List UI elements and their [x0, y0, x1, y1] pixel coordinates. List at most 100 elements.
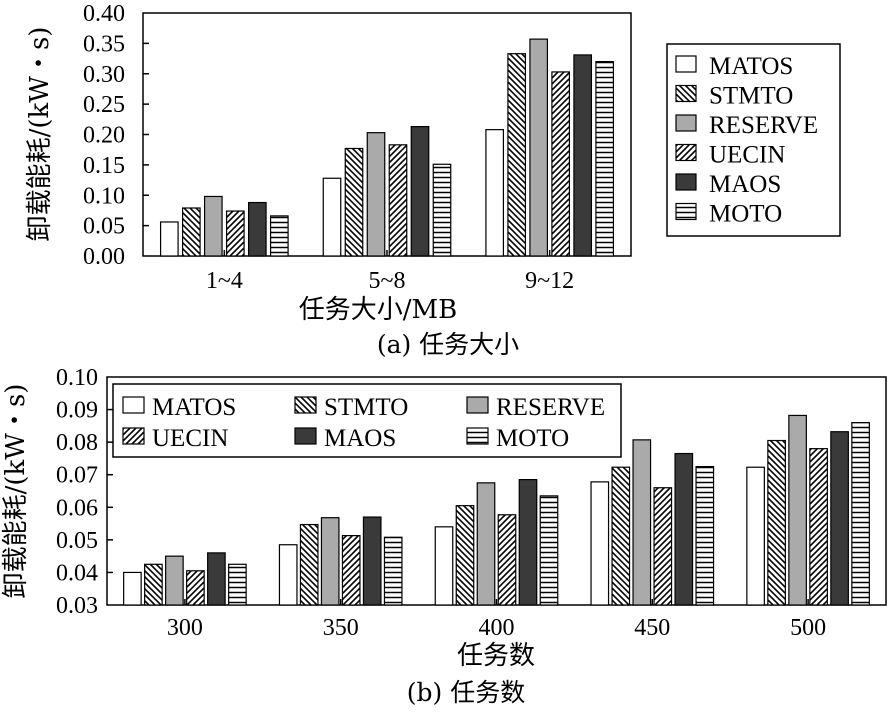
x-tick-label: 5~8 — [369, 268, 406, 294]
legend-swatch-stmto — [675, 84, 697, 103]
bar-stmto-5~8 — [344, 147, 364, 257]
legend-swatch-uecin — [122, 427, 145, 445]
legend-swatch-stmto — [294, 396, 317, 414]
x-tick-label: 1~4 — [206, 268, 243, 294]
bar-uecin-400 — [497, 514, 517, 606]
x-tick-label: 300 — [167, 615, 203, 641]
legend-label-matos: MATOS — [152, 394, 236, 421]
chart-b-x-ticks: 300 350 400 450 500 — [167, 599, 826, 641]
bar-reserve-300 — [165, 555, 184, 606]
chart-a-caption: (a) 任务大小 — [377, 330, 519, 359]
bar-maos-450 — [674, 452, 694, 606]
y-tick-label: 0.10 — [56, 365, 98, 391]
x-tick-label: 9~12 — [525, 268, 574, 294]
bar-reserve-500 — [788, 414, 807, 606]
y-tick-label: 0.35 — [83, 31, 125, 57]
y-tick-label: 0.03 — [56, 593, 98, 619]
legend-swatch-uecin — [675, 143, 697, 162]
y-tick-label: 0.20 — [83, 123, 125, 149]
bar-maos-350 — [362, 516, 382, 606]
bar-moto-5~8 — [432, 163, 452, 257]
legend-label-maos: MAOS — [709, 171, 781, 198]
y-tick-label: 0.00 — [83, 244, 125, 270]
legend-label-stmto: STMTO — [709, 83, 793, 110]
bar-moto-500 — [851, 422, 870, 606]
bar-moto-9~12 — [595, 60, 615, 257]
y-tick-label: 0.05 — [56, 528, 98, 554]
bar-moto-400 — [539, 495, 559, 606]
legend-label-reserve: RESERVE — [496, 394, 605, 421]
bar-stmto-9~12 — [507, 53, 527, 257]
y-tick-label: 0.09 — [56, 398, 98, 424]
legend-label-moto: MOTO — [709, 201, 782, 228]
bar-matos-9~12 — [485, 129, 505, 257]
legend-swatch-moto — [466, 427, 489, 445]
y-tick-label: 0.05 — [83, 214, 125, 240]
bar-stmto-400 — [455, 505, 475, 606]
legend-label-maos: MAOS — [324, 425, 396, 452]
bar-moto-350 — [383, 536, 403, 606]
bar-matos-400 — [434, 526, 454, 606]
chart-a: 0.00 0.05 0.10 0.15 0.20 0.25 0.30 0.35 0.40 1~4… — [25, 1, 841, 359]
bar-reserve-9~12 — [529, 38, 549, 257]
x-tick-label: 400 — [479, 615, 515, 641]
bar-uecin-5~8 — [388, 144, 408, 257]
bar-uecin-300 — [186, 570, 205, 606]
y-tick-label: 0.04 — [56, 560, 98, 586]
y-tick-label: 0.30 — [83, 62, 125, 88]
legend-label-moto: MOTO — [496, 425, 569, 452]
bar-maos-300 — [207, 552, 226, 606]
bar-reserve-400 — [476, 482, 496, 606]
bar-matos-500 — [746, 466, 765, 606]
legend-swatch-maos — [675, 173, 697, 191]
bar-stmto-300 — [144, 563, 163, 606]
legend-swatch-reserve — [675, 114, 697, 132]
bar-reserve-350 — [320, 517, 340, 606]
chart-b: 0.03 0.04 0.05 0.06 0.07 0.08 0.09 0.10 300 350 4… — [1, 365, 887, 707]
chart-a-x-ticks: 1~4 5~8 9~12 — [206, 250, 574, 294]
chart-a-x-axis-label: 任务大小/MB — [299, 295, 458, 325]
bar-matos-450 — [590, 481, 610, 606]
bar-matos-350 — [278, 544, 298, 606]
y-tick-label: 0.07 — [56, 463, 98, 489]
legend-swatch-maos — [294, 427, 317, 445]
chart-b-x-axis-label: 任务数 — [457, 641, 535, 671]
legend-swatch-matos — [675, 55, 697, 73]
bar-reserve-1~4 — [203, 195, 223, 257]
y-tick-label: 0.08 — [56, 430, 98, 456]
chart-a-bars — [159, 38, 615, 257]
legend-label-stmto: STMTO — [324, 394, 408, 421]
bar-uecin-450 — [653, 487, 673, 606]
bar-moto-1~4 — [269, 215, 289, 257]
legend-label-matos: MATOS — [709, 53, 793, 80]
bar-moto-300 — [228, 563, 247, 606]
bar-stmto-500 — [767, 439, 786, 606]
legend-label-uecin: UECIN — [152, 425, 228, 452]
bar-uecin-350 — [341, 535, 361, 606]
y-tick-label: 0.06 — [56, 495, 98, 521]
legend-label-uecin: UECIN — [709, 142, 785, 169]
legend-swatch-moto — [675, 202, 697, 221]
bar-maos-5~8 — [410, 126, 430, 257]
bar-matos-300 — [123, 571, 142, 606]
bar-moto-450 — [695, 465, 715, 606]
chart-b-caption: (b) 任务数 — [407, 678, 525, 707]
bar-stmto-350 — [299, 523, 319, 606]
bar-uecin-500 — [809, 448, 828, 606]
y-tick-label: 0.25 — [83, 92, 125, 118]
bar-reserve-450 — [632, 439, 652, 606]
chart-a-y-axis-label: 卸载能耗/(kW・s) — [25, 27, 55, 242]
bar-reserve-5~8 — [366, 132, 386, 257]
chart-b-bars — [123, 414, 870, 606]
bar-stmto-450 — [611, 466, 631, 606]
chart-b-legend-frame — [112, 383, 622, 458]
x-tick-label: 350 — [323, 615, 359, 641]
legend-swatch-reserve — [466, 396, 489, 414]
bar-matos-1~4 — [159, 221, 179, 257]
y-tick-label: 0.40 — [83, 1, 125, 27]
bar-maos-400 — [518, 479, 538, 606]
chart-b-y-ticks: 0.03 0.04 0.05 0.06 0.07 0.08 0.09 0.10 — [56, 365, 113, 619]
bar-uecin-9~12 — [551, 71, 571, 257]
bar-maos-1~4 — [247, 201, 267, 257]
